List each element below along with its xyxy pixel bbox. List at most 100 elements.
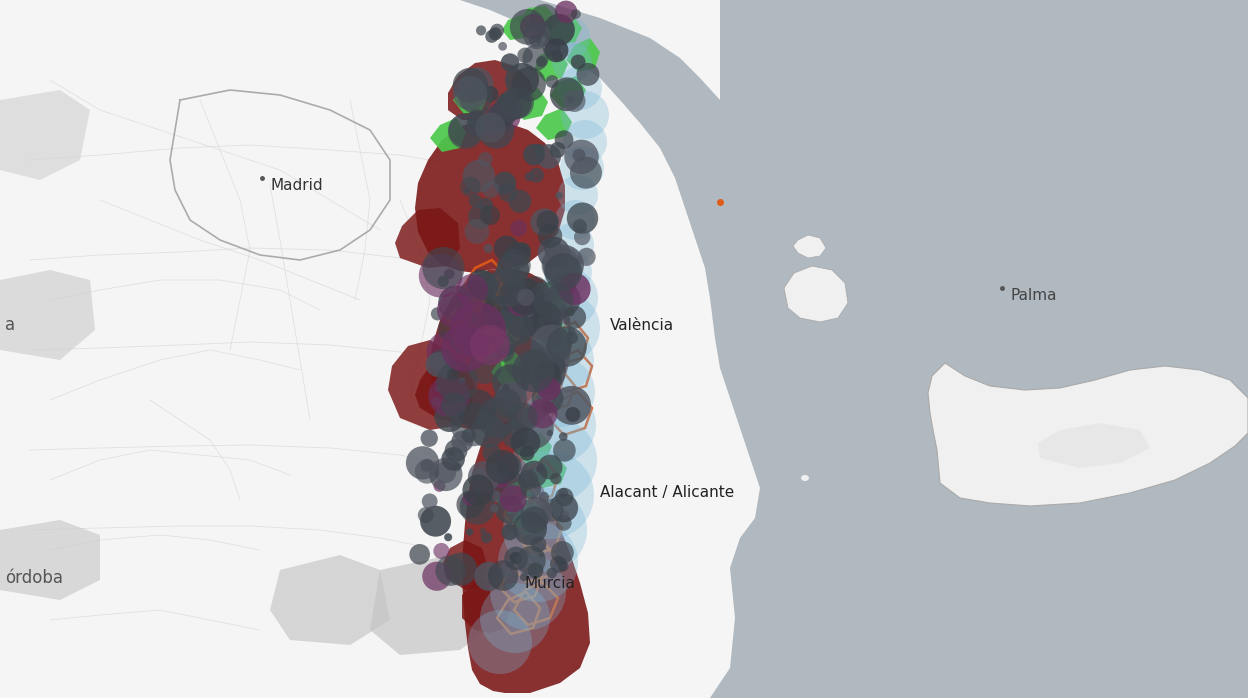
Circle shape xyxy=(510,220,527,237)
Circle shape xyxy=(444,553,477,586)
Circle shape xyxy=(487,567,500,581)
Circle shape xyxy=(545,251,562,267)
Circle shape xyxy=(570,54,585,69)
Circle shape xyxy=(555,200,595,240)
Polygon shape xyxy=(446,297,485,334)
Circle shape xyxy=(483,86,499,102)
Circle shape xyxy=(555,515,572,531)
Circle shape xyxy=(467,109,485,128)
Circle shape xyxy=(485,450,519,484)
Circle shape xyxy=(505,63,539,97)
Polygon shape xyxy=(488,310,525,347)
Circle shape xyxy=(554,1,578,23)
Circle shape xyxy=(494,235,519,261)
Circle shape xyxy=(475,112,505,143)
Circle shape xyxy=(552,42,592,82)
Circle shape xyxy=(547,16,590,60)
Circle shape xyxy=(421,429,438,447)
Circle shape xyxy=(494,341,514,362)
Circle shape xyxy=(565,407,580,422)
Circle shape xyxy=(505,283,528,306)
Circle shape xyxy=(438,276,449,287)
Circle shape xyxy=(543,14,575,45)
Circle shape xyxy=(542,246,579,284)
Circle shape xyxy=(499,93,510,104)
Circle shape xyxy=(474,562,503,591)
Circle shape xyxy=(422,247,464,289)
Circle shape xyxy=(482,181,499,198)
Circle shape xyxy=(528,285,553,311)
Circle shape xyxy=(463,492,477,506)
Circle shape xyxy=(555,488,574,506)
Circle shape xyxy=(563,90,585,112)
Polygon shape xyxy=(443,540,488,590)
Circle shape xyxy=(503,384,509,391)
Polygon shape xyxy=(1038,423,1149,468)
Circle shape xyxy=(547,430,553,436)
Circle shape xyxy=(472,468,487,482)
Circle shape xyxy=(553,352,560,360)
Circle shape xyxy=(421,506,451,537)
Circle shape xyxy=(510,251,524,264)
Circle shape xyxy=(545,75,558,88)
Circle shape xyxy=(510,435,523,447)
Circle shape xyxy=(568,328,575,335)
Circle shape xyxy=(499,485,527,512)
Circle shape xyxy=(530,293,600,363)
Circle shape xyxy=(488,560,518,591)
Circle shape xyxy=(442,447,466,470)
Circle shape xyxy=(538,454,563,480)
Circle shape xyxy=(530,325,572,366)
Circle shape xyxy=(480,583,550,653)
Polygon shape xyxy=(0,0,760,698)
Circle shape xyxy=(517,546,545,575)
Circle shape xyxy=(550,77,584,111)
Polygon shape xyxy=(270,555,389,645)
Circle shape xyxy=(502,298,523,319)
Circle shape xyxy=(434,386,441,392)
Circle shape xyxy=(519,350,552,383)
Circle shape xyxy=(478,152,493,167)
Circle shape xyxy=(525,309,534,317)
Circle shape xyxy=(550,556,567,573)
Circle shape xyxy=(503,570,512,578)
Circle shape xyxy=(550,541,574,564)
Circle shape xyxy=(558,488,568,498)
Circle shape xyxy=(468,350,502,384)
Polygon shape xyxy=(792,235,826,258)
Circle shape xyxy=(513,418,597,502)
Circle shape xyxy=(545,285,563,303)
Polygon shape xyxy=(929,363,1248,506)
Circle shape xyxy=(518,470,538,490)
Circle shape xyxy=(427,331,468,373)
Circle shape xyxy=(497,253,529,287)
Circle shape xyxy=(457,491,484,519)
Circle shape xyxy=(456,280,495,319)
Circle shape xyxy=(520,14,545,40)
Polygon shape xyxy=(464,282,502,318)
Circle shape xyxy=(433,480,446,492)
Circle shape xyxy=(483,443,502,462)
Circle shape xyxy=(495,496,523,524)
Circle shape xyxy=(453,76,487,110)
Polygon shape xyxy=(490,352,527,386)
Circle shape xyxy=(537,144,562,169)
Circle shape xyxy=(448,450,456,456)
Circle shape xyxy=(498,522,578,602)
Polygon shape xyxy=(396,208,461,268)
Circle shape xyxy=(456,274,488,306)
Circle shape xyxy=(418,507,434,523)
Circle shape xyxy=(538,377,560,401)
Circle shape xyxy=(422,493,438,510)
Circle shape xyxy=(525,357,595,427)
Circle shape xyxy=(507,521,517,531)
Circle shape xyxy=(550,223,594,267)
Circle shape xyxy=(498,183,518,202)
Circle shape xyxy=(492,470,510,488)
Polygon shape xyxy=(784,266,847,322)
Circle shape xyxy=(529,289,547,307)
Circle shape xyxy=(479,528,487,535)
Circle shape xyxy=(500,53,519,72)
Circle shape xyxy=(451,324,482,355)
Circle shape xyxy=(539,327,563,350)
